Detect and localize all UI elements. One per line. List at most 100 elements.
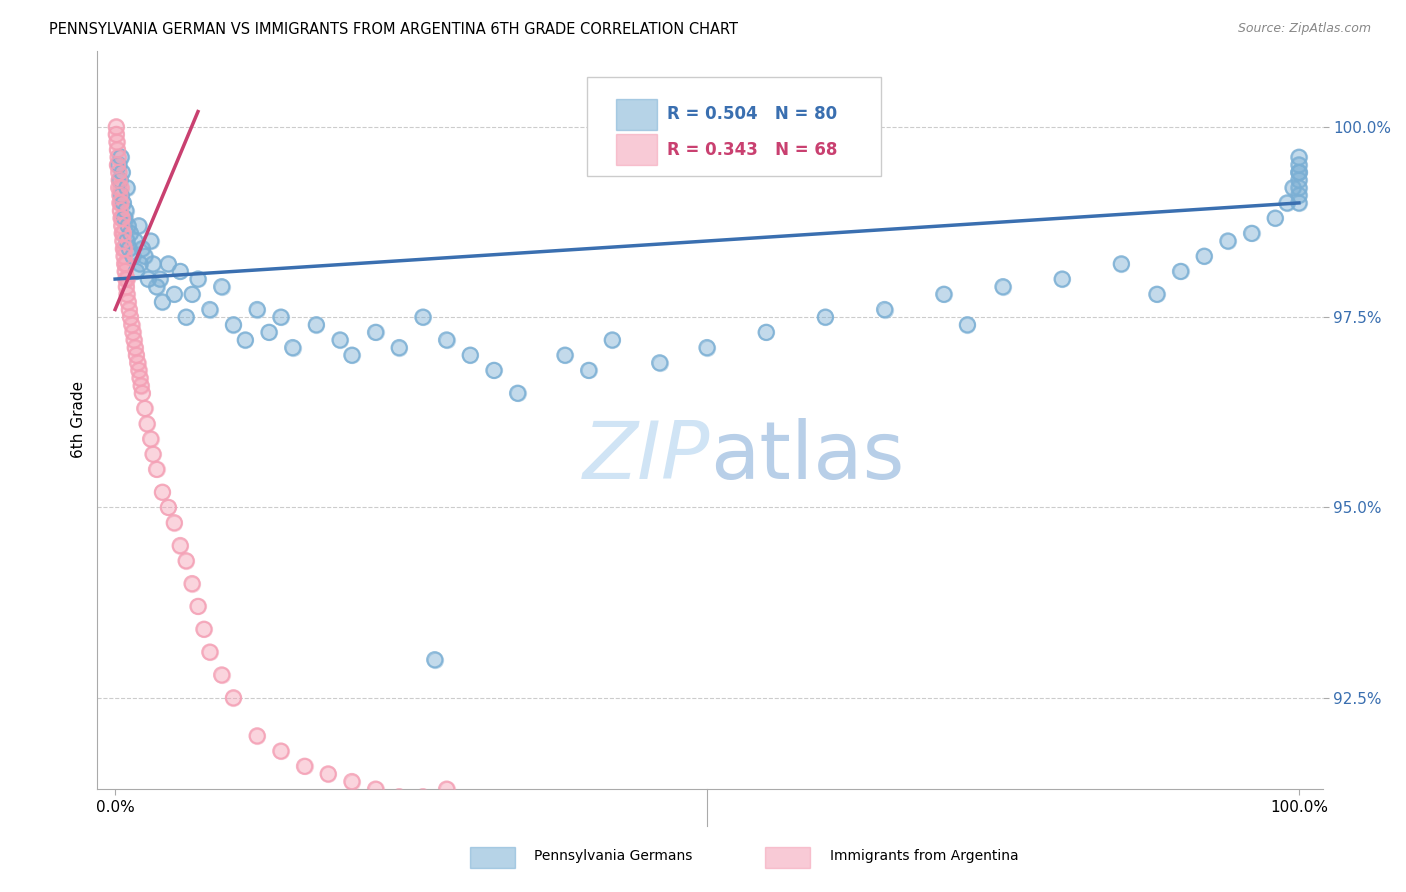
Text: Source: ZipAtlas.com: Source: ZipAtlas.com [1237,22,1371,36]
Point [118,242,141,256]
Point [174,310,197,325]
Point [131,386,153,401]
Point [145,462,167,476]
Point [198,302,221,317]
Point [1111,257,1133,271]
Point [181,576,204,591]
Point [121,249,143,263]
Point [364,782,387,797]
Point [111,211,134,226]
Point [412,310,434,325]
Point [108,188,131,202]
Point [117,219,139,233]
Point [1146,287,1168,301]
Point [120,310,142,325]
Point [110,196,132,211]
Point [115,234,138,248]
Point [121,318,143,332]
Point [340,774,363,789]
Point [129,378,152,392]
Point [134,249,156,263]
Point [174,310,197,325]
Point [174,554,197,568]
Point [127,356,149,370]
Point [696,341,718,355]
Point [436,782,458,797]
Point [222,318,245,332]
Point [107,165,129,179]
Point [198,645,221,659]
Point [1264,211,1286,226]
Point [107,150,129,164]
Point [222,690,245,705]
Point [142,447,165,461]
Point [1050,272,1073,286]
Point [316,767,339,781]
Text: atlas: atlas [710,417,904,496]
Point [112,249,135,263]
Point [125,348,148,362]
Point [107,158,129,172]
Point [1288,165,1310,179]
Point [364,782,387,797]
Point [107,158,129,172]
Point [105,120,128,134]
Point [956,318,979,332]
Point [163,516,186,530]
Point [233,333,256,347]
Point [554,348,576,362]
Point [129,371,152,385]
Point [648,356,671,370]
Point [115,287,138,301]
Point [388,341,411,355]
FancyBboxPatch shape [616,134,657,165]
Point [1288,180,1310,194]
Point [114,257,136,271]
Point [118,302,141,317]
Point [554,348,576,362]
Point [112,196,135,211]
Point [134,401,156,416]
Point [991,279,1014,293]
Point [364,326,387,340]
Point [121,326,143,340]
Point [111,227,134,241]
Point [108,188,131,202]
Point [145,279,167,293]
Point [105,135,128,149]
Point [1111,257,1133,271]
Point [600,333,623,347]
Point [458,348,481,362]
Point [436,333,458,347]
Point [211,668,233,682]
Point [187,599,209,614]
Point [157,257,180,271]
Point [270,744,292,758]
Point [131,242,153,256]
Point [436,333,458,347]
Point [458,348,481,362]
Point [423,653,446,667]
Point [412,310,434,325]
Point [131,386,153,401]
Point [134,249,156,263]
Point [1288,196,1310,211]
Point [128,219,150,233]
Point [120,227,142,241]
FancyBboxPatch shape [588,77,882,177]
Point [340,774,363,789]
Point [115,180,138,194]
Point [114,203,136,218]
Point [1288,173,1310,187]
Point [169,539,191,553]
Point [1288,196,1310,211]
Point [991,279,1014,293]
Point [246,302,269,317]
Point [129,257,152,271]
Point [114,272,136,286]
Point [157,500,180,515]
Point [1170,264,1192,278]
Point [117,294,139,309]
Point [1240,227,1263,241]
Point [1275,196,1298,211]
